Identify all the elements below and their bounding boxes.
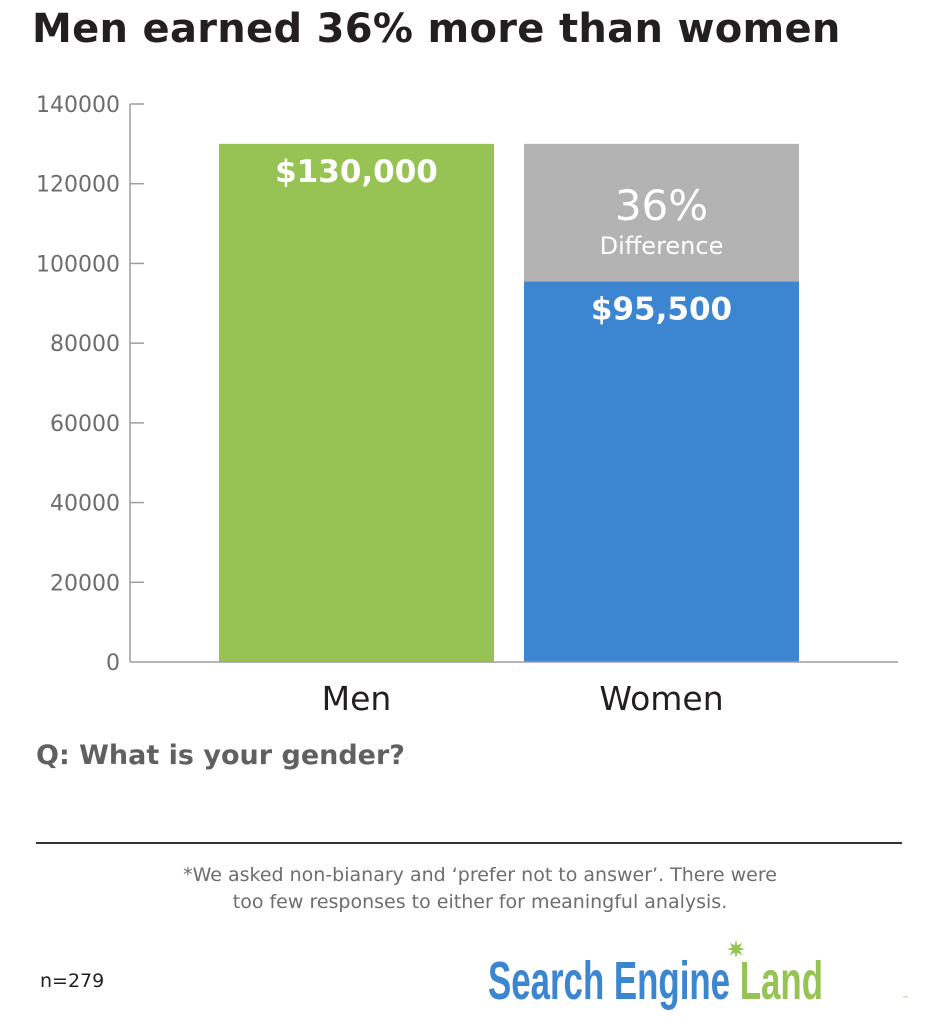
- survey-question: Q: What is your gender?: [36, 740, 405, 771]
- logo-text-search-engine: Search Engine: [488, 951, 730, 1011]
- data-label-men: $130,000: [275, 154, 438, 190]
- logo-trademark: ™: [902, 995, 909, 1003]
- bar-difference: [524, 143, 799, 282]
- bars: [219, 143, 799, 662]
- y-tick-label: 100000: [36, 252, 120, 277]
- divider: [36, 842, 902, 844]
- x-axis: Men Women: [130, 661, 898, 718]
- footnote: *We asked non-bianary and ‘prefer not to…: [100, 862, 860, 916]
- bar-men: [219, 143, 494, 662]
- chart-title: Men earned 36% more than women: [32, 6, 841, 52]
- y-tick-label: 20000: [50, 571, 120, 596]
- x-tick-label: Women: [599, 679, 723, 718]
- logo-text-land: Land: [740, 951, 823, 1011]
- y-tick-label: 120000: [36, 173, 120, 198]
- y-tick-label: 0: [106, 651, 120, 676]
- data-labels: $130,000 $95,500 36%Difference: [275, 154, 732, 328]
- difference-percent-label: 36%: [615, 181, 708, 230]
- y-tick-label: 80000: [50, 332, 120, 357]
- y-axis: 0 20000 40000 60000 80000 100000 120000 140000: [36, 93, 144, 676]
- x-tick-label: Men: [322, 679, 392, 718]
- search-engine-land-logo: Search Engine Land ™: [488, 940, 909, 1011]
- sample-size: n=279: [40, 970, 105, 992]
- bar-women: [524, 281, 799, 662]
- y-tick-label: 140000: [36, 93, 120, 118]
- y-tick-label: 60000: [50, 412, 120, 437]
- footnote-line-1: *We asked non-bianary and ‘prefer not to…: [183, 864, 777, 886]
- y-tick-label: 40000: [50, 492, 120, 517]
- green-starburst-icon: [727, 940, 745, 958]
- footnote-line-2: too few responses to either for meaningf…: [232, 891, 728, 913]
- bar-chart: 020000400006000080000100000120000140000 …: [36, 93, 898, 718]
- data-label-women: $95,500: [591, 291, 732, 327]
- difference-text-label: Difference: [600, 232, 724, 260]
- svg-text:Search Engine Land: Search Engine Land: [488, 951, 823, 1011]
